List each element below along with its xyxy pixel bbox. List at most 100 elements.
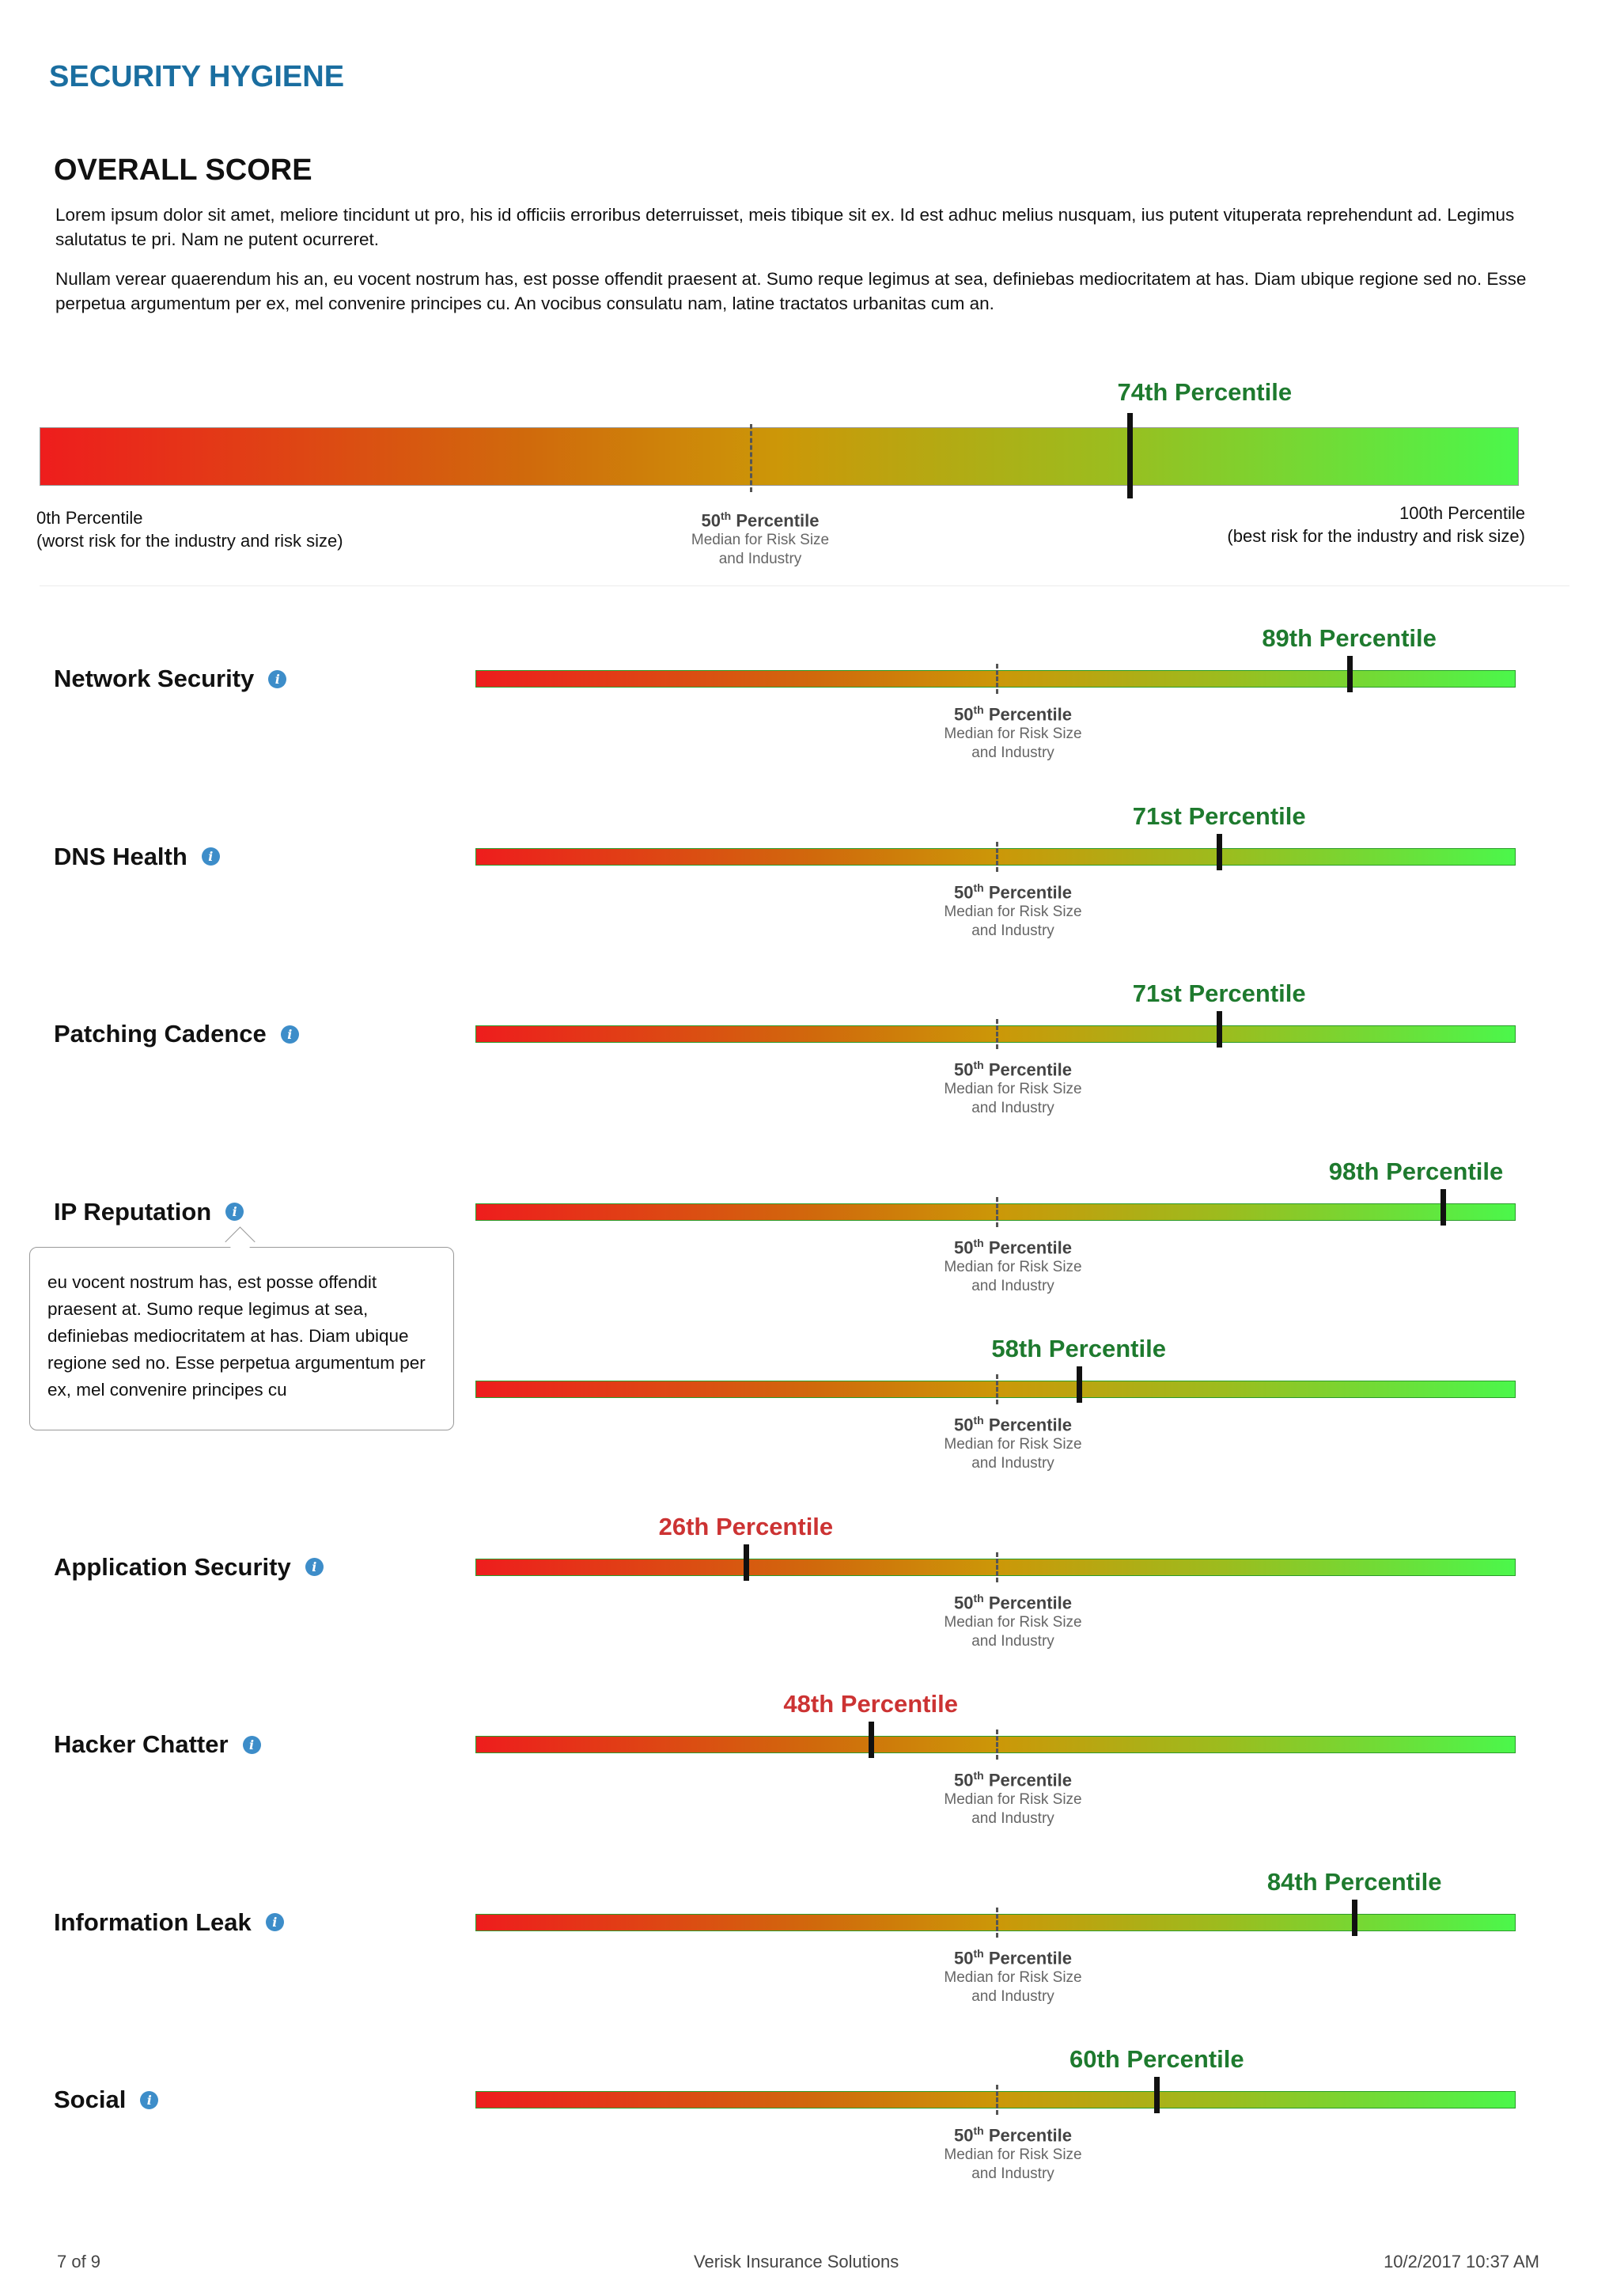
median-label: 50th Percentile Median for Risk Size and I… <box>944 1059 1081 1118</box>
median-word: Percentile <box>988 1237 1072 1257</box>
median-suffix: th <box>973 1769 984 1782</box>
median-line <box>995 1907 998 1938</box>
category-name: Hacker Chatter <box>54 1730 229 1758</box>
percentile-marker <box>1076 1366 1082 1403</box>
low-end-label-line2: (worst risk for the industry and risk si… <box>36 531 343 551</box>
overall-percentile-marker <box>1126 413 1133 498</box>
percentile-label: 48th Percentile <box>783 1690 958 1718</box>
median-word: Percentile <box>988 2125 1072 2146</box>
percentile-marker <box>1217 833 1223 870</box>
median-label: 50th Percentile Median for Risk Size and I… <box>944 1414 1081 1473</box>
median-label: 50th Percentile Median for Risk Size and I… <box>944 703 1081 763</box>
median-label: 50th Percentile Median for Risk Size and I… <box>944 881 1081 941</box>
median-label: 50th Percentile Median for Risk Size and I… <box>944 2124 1081 2184</box>
overall-median-line <box>750 424 752 492</box>
footer-timestamp: 10/2/2017 10:37 AM <box>1384 2252 1539 2271</box>
footer-company: Verisk Insurance Solutions <box>694 2252 899 2271</box>
category-information-leak: Information Leak i <box>54 1908 284 1936</box>
overall-median-label: 50th Percentile Median for Risk Size and… <box>691 510 829 569</box>
median-label: 50th Percentile Median for Risk Size and I… <box>944 1237 1081 1296</box>
low-end-label-line1: 0th Percentile <box>36 508 143 528</box>
median-label: 50th Percentile Median for Risk Size and I… <box>944 1947 1081 2006</box>
section-divider <box>40 585 1569 586</box>
category-name: Application Security <box>54 1552 291 1581</box>
percentile-marker <box>1217 1011 1223 1048</box>
category-name: Social <box>54 2086 127 2113</box>
category-social: Social i <box>54 2086 159 2113</box>
median-line2: Median for Risk Size <box>944 903 1082 920</box>
overall-paragraph-1: Lorem ipsum dolor sit amet, meliore tinc… <box>55 205 1515 249</box>
median-line <box>995 841 998 872</box>
median-suffix: th <box>973 2124 984 2137</box>
info-icon[interactable]: i <box>140 2090 159 2109</box>
percentile-label: 58th Percentile <box>991 1335 1166 1362</box>
median-word: Percentile <box>988 1770 1072 1790</box>
median-word: Percentile <box>988 1059 1072 1080</box>
median-suffix: th <box>720 510 732 522</box>
median-line3: and Industry <box>971 1632 1054 1650</box>
low-end-label: 0th Percentile (worst risk for the indus… <box>36 506 343 552</box>
median-suffix: th <box>973 1946 984 1960</box>
info-icon[interactable]: i <box>201 847 220 866</box>
median-word: Percentile <box>988 1947 1072 1968</box>
percentile-marker <box>1154 2077 1160 2113</box>
percentile-label: 26th Percentile <box>658 1512 834 1540</box>
percentile-label: 71st Percentile <box>1132 979 1306 1007</box>
median-line2: Median for Risk Size <box>944 1436 1082 1453</box>
section-title: SECURITY HYGIENE <box>49 60 345 93</box>
median-line <box>995 1374 998 1404</box>
info-icon[interactable]: i <box>280 1025 299 1044</box>
overall-score-title: OVERALL SCORE <box>54 153 312 187</box>
median-line <box>995 1552 998 1582</box>
median-number: 50 <box>953 881 974 902</box>
median-line2: Median for Risk Size <box>944 726 1082 743</box>
overall-paragraph-2: Nullam verear quaerendum his an, eu voce… <box>55 269 1527 313</box>
median-line2: Median for Risk Size <box>944 1081 1082 1098</box>
median-suffix: th <box>973 1591 984 1605</box>
median-line2: Median for Risk Size <box>944 1968 1082 1986</box>
median-number: 50 <box>953 1592 974 1612</box>
category-application-security: Application Security i <box>54 1552 324 1581</box>
median-number: 50 <box>701 510 721 531</box>
median-line3: and Industry <box>971 1277 1054 1294</box>
percentile-label: 71st Percentile <box>1132 801 1306 830</box>
median-line3: and Industry <box>718 551 802 568</box>
median-line <box>995 664 998 694</box>
median-number: 50 <box>953 1415 974 1435</box>
median-word: Percentile <box>988 1415 1072 1435</box>
median-number: 50 <box>953 1770 974 1790</box>
median-suffix: th <box>973 1236 984 1249</box>
footer-page-number: 7 of 9 <box>57 2252 101 2271</box>
median-word: Percentile <box>988 1592 1072 1612</box>
median-line3: and Industry <box>971 922 1054 939</box>
median-suffix: th <box>973 1414 984 1426</box>
median-suffix: th <box>973 881 984 894</box>
percentile-label: 89th Percentile <box>1262 624 1437 652</box>
median-line3: and Industry <box>971 2165 1054 2183</box>
median-word: Percentile <box>988 704 1072 725</box>
info-icon[interactable]: i <box>305 1558 324 1576</box>
ip-reputation-tooltip: eu vocent nostrum has, est posse offendi… <box>29 1247 454 1430</box>
info-icon[interactable]: i <box>225 1203 244 1221</box>
info-icon[interactable]: i <box>265 1913 284 1931</box>
high-end-label-line2: (best risk for the industry and risk siz… <box>1227 526 1525 546</box>
info-icon[interactable]: i <box>242 1735 261 1754</box>
overall-percentile-label: 74th Percentile <box>1117 378 1293 406</box>
category-name: Network Security <box>54 665 255 692</box>
info-icon[interactable]: i <box>268 669 287 688</box>
median-number: 50 <box>953 2125 974 2146</box>
median-number: 50 <box>953 1059 974 1080</box>
median-line2: Median for Risk Size <box>944 1791 1082 1809</box>
median-word: Percentile <box>736 510 820 531</box>
median-line <box>995 1196 998 1227</box>
percentile-marker <box>1352 1899 1358 1936</box>
median-line3: and Industry <box>971 1100 1054 1117</box>
high-end-label: 100th Percentile (best risk for the indu… <box>1227 502 1525 547</box>
category-name: Patching Cadence <box>54 1020 267 1048</box>
percentile-marker <box>1346 656 1353 692</box>
category-name: IP Reputation <box>54 1197 212 1226</box>
median-line3: and Industry <box>971 1810 1054 1828</box>
median-line <box>995 2085 998 2115</box>
median-number: 50 <box>953 1237 974 1257</box>
percentile-marker <box>868 1722 874 1758</box>
